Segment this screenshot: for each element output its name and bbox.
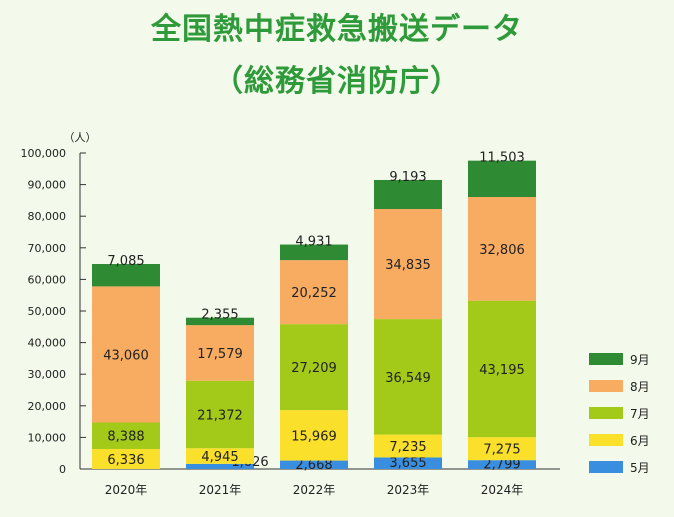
data-label: 6,336 (107, 453, 144, 468)
data-label: 2,355 (201, 308, 238, 323)
bar-segment (92, 448, 160, 469)
y-tick-label: 0 (59, 463, 66, 476)
y-tick-label: 30,000 (28, 368, 67, 381)
data-label: 27,209 (291, 361, 337, 376)
bar-segment (92, 286, 160, 423)
data-label: 4,931 (295, 235, 332, 250)
bar-segment (468, 197, 536, 301)
bar-segment (186, 317, 254, 326)
bar-segment (468, 437, 536, 461)
data-label: 8,388 (107, 430, 144, 445)
y-tick-label: 20,000 (28, 400, 67, 413)
data-label: 7,235 (389, 440, 426, 455)
data-label: 7,085 (107, 254, 144, 269)
legend-label: 7月 (630, 407, 650, 421)
bar-segment (374, 179, 442, 210)
bar-segment (374, 209, 442, 320)
bar-segment (280, 260, 348, 325)
data-label: 32,806 (479, 243, 525, 258)
legend-label: 9月 (630, 353, 650, 367)
data-label: 34,835 (385, 258, 431, 273)
bar-segment (92, 264, 160, 287)
y-tick-label: 40,000 (28, 337, 67, 350)
y-tick-label: 50,000 (28, 305, 67, 318)
data-label: 2,799 (483, 458, 520, 473)
legend-swatch (589, 380, 623, 392)
bar-segment (374, 319, 442, 435)
bar-segment (374, 434, 442, 458)
data-label: 11,503 (479, 151, 525, 166)
bar-segment (280, 410, 348, 461)
data-label: 17,579 (197, 347, 243, 362)
bar-segment (468, 460, 536, 469)
data-label: 43,060 (103, 348, 149, 363)
bar-segment (186, 380, 254, 449)
y-tick-label: 80,000 (28, 210, 67, 223)
x-tick-label: 2020年 (105, 483, 148, 497)
data-label: 43,195 (479, 363, 525, 378)
y-tick-label: 10,000 (28, 431, 67, 444)
bar-segment (280, 324, 348, 411)
bar-segment (374, 457, 442, 469)
legend-swatch (589, 461, 623, 473)
bar-segment (468, 160, 536, 198)
bar-segment (280, 460, 348, 469)
y-tick-label: 60,000 (28, 273, 67, 286)
y-unit-label: （人） (64, 131, 97, 144)
bar-segment (186, 325, 254, 381)
bar-segment (186, 448, 254, 464)
legend-label: 5月 (630, 461, 650, 475)
data-label: 2,668 (295, 458, 332, 473)
legend-swatch (589, 353, 623, 365)
y-tick-label: 70,000 (28, 242, 67, 255)
data-label: 3,655 (389, 456, 426, 471)
data-label: 36,549 (385, 371, 431, 386)
data-label: 9,193 (389, 170, 426, 185)
y-tick-label: 100,000 (21, 147, 67, 160)
data-label: 15,969 (291, 429, 337, 444)
bar-segment (468, 300, 536, 438)
data-label: 4,945 (201, 450, 238, 465)
data-label: 21,372 (197, 408, 243, 423)
legend-swatch (589, 407, 623, 419)
x-tick-label: 2024年 (481, 483, 524, 497)
legend-label: 6月 (630, 434, 650, 448)
legend-label: 8月 (630, 380, 650, 394)
y-tick-label: 90,000 (28, 179, 67, 192)
legend-swatch (589, 434, 623, 446)
chart-subtitle: （総務省消防庁） (213, 64, 461, 99)
x-tick-label: 2023年 (387, 483, 430, 497)
data-label: 7,275 (483, 443, 520, 458)
data-label: 20,252 (291, 286, 337, 301)
bar-segment (92, 422, 160, 449)
x-tick-label: 2022年 (293, 483, 336, 497)
x-tick-label: 2021年 (199, 483, 242, 497)
chart-title: 全国熱中症救急搬送データ (151, 12, 523, 47)
bar-segment (186, 463, 254, 469)
bar-segment (280, 244, 348, 261)
